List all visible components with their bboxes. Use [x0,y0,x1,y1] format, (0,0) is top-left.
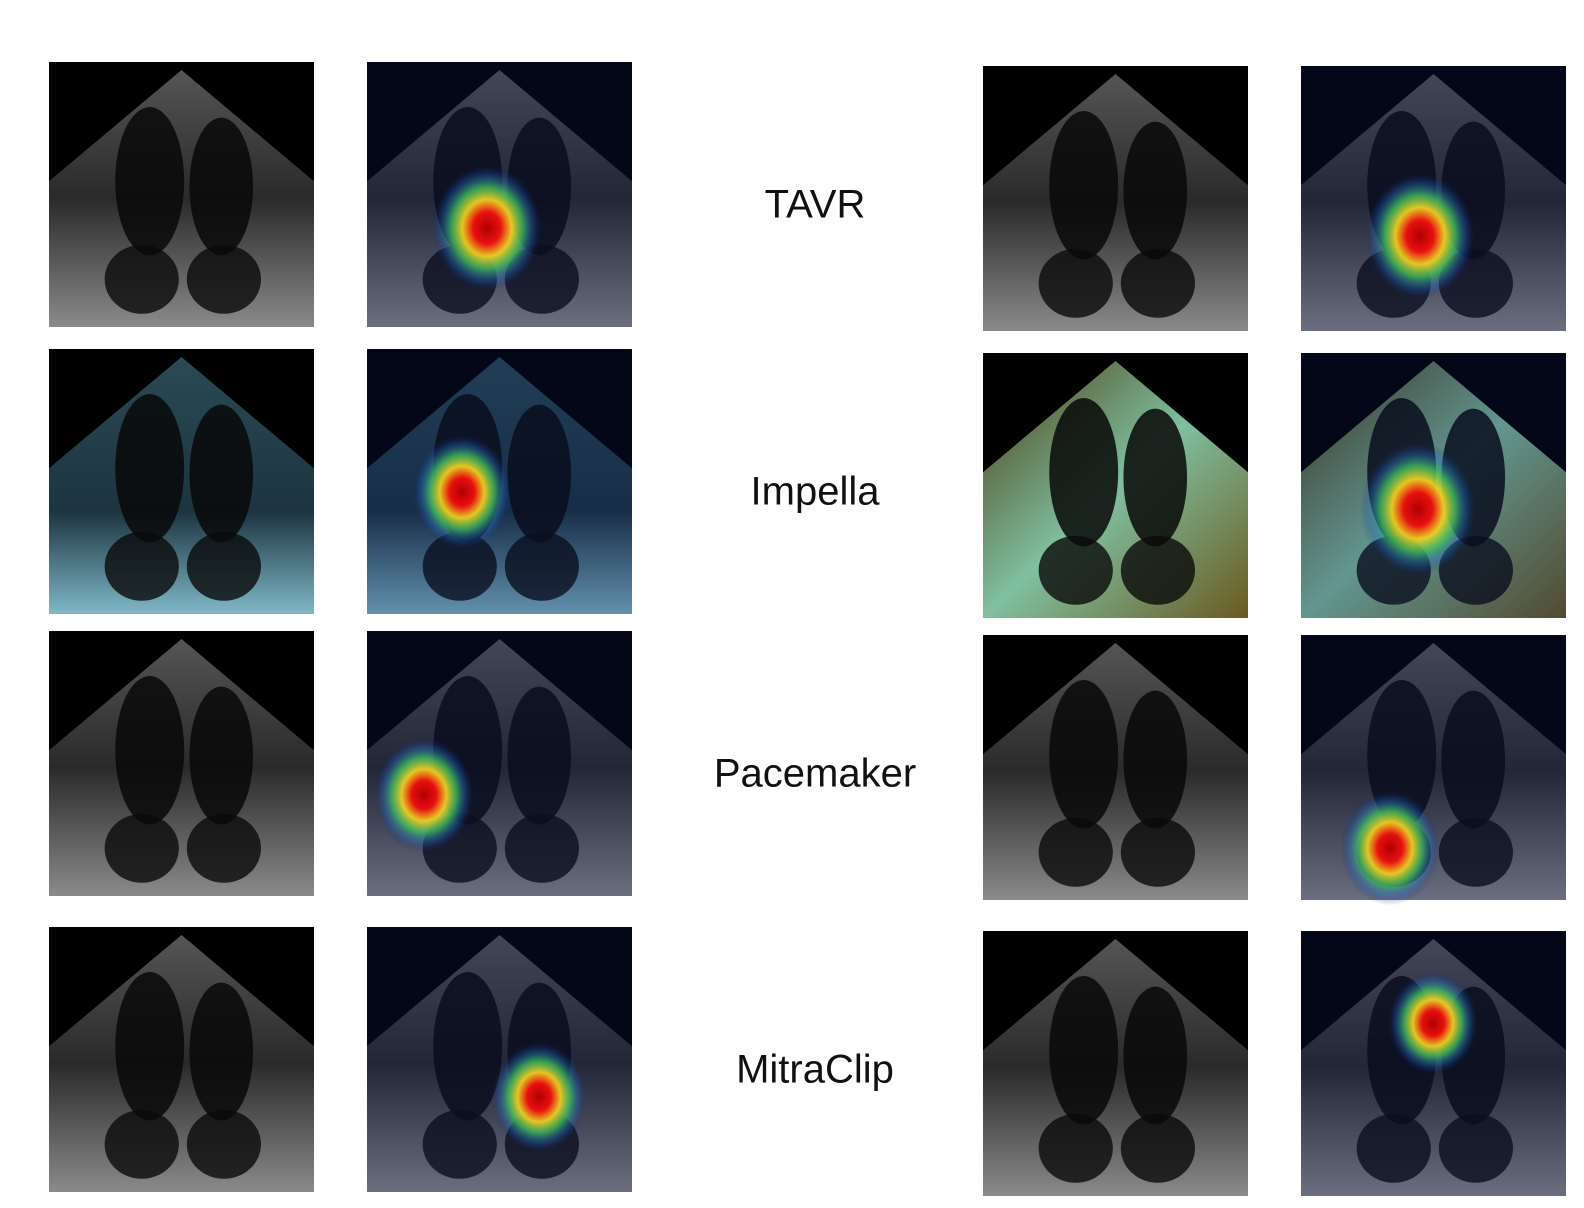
cardiac-chamber [1356,1113,1431,1183]
cardiac-chamber [422,531,497,601]
heatmap-hotspot [374,737,474,853]
cardiac-chamber [104,813,179,883]
heatmap-hotspot [1360,442,1476,576]
cardiac-chamber [1123,986,1188,1125]
row-label: MitraClip [736,1048,894,1092]
cardiac-chamber [104,1109,179,1179]
heatmap-hotspot [432,164,542,292]
cardiac-chamber [1438,817,1513,887]
cardiac-chamber [1120,535,1195,605]
cardiac-chamber [186,813,261,883]
echo-image [983,66,1248,331]
cardiac-chamber [186,244,261,314]
cardiac-chamber [1120,248,1195,318]
cardiac-chamber [1123,121,1188,260]
echo-image [1301,635,1566,906]
cardiac-chamber [507,686,572,825]
row-label: Impella [751,470,881,514]
cardiac-chamber [189,404,254,543]
heatmap-hotspot [412,434,512,550]
echo-image [367,631,632,896]
cardiac-chamber [186,531,261,601]
echo-image [49,349,314,614]
cardiac-chamber [1038,248,1113,318]
cardiac-chamber [1038,535,1113,605]
cardiac-chamber [189,686,254,825]
cardiac-chamber [115,676,185,825]
echo-image [49,631,314,896]
cardiac-chamber [1120,1113,1195,1183]
row-label: TAVR [765,183,866,227]
cardiac-chamber [115,394,185,543]
cardiac-chamber [1038,1113,1113,1183]
heatmap-tint [367,927,632,1192]
cardiac-chamber [115,972,185,1121]
cardiac-chamber [507,404,572,543]
echo-image [49,62,314,327]
echo-image [367,62,632,327]
heatmap-hotspot [1340,790,1440,906]
echo-image [1301,931,1566,1196]
cardiac-chamber [189,982,254,1121]
cardiac-chamber [422,1109,497,1179]
cardiac-chamber [104,531,179,601]
cardiac-chamber [1049,976,1119,1125]
cardiac-chamber [1123,690,1188,829]
cardiac-chamber [189,117,254,256]
cardiac-chamber [1049,680,1119,829]
echo-image [49,927,314,1192]
cardiac-chamber [1049,398,1119,547]
cardiac-chamber [1038,817,1113,887]
heatmap-hotspot [1365,172,1475,300]
cardiac-chamber [1049,111,1119,260]
heatmap-hotspot [491,1041,587,1153]
echo-image [983,635,1248,900]
echo-image [983,931,1248,1196]
cardiac-chamber [1438,1113,1513,1183]
row-label: Pacemaker [714,752,916,796]
echo-image [1301,66,1566,331]
cardiac-chamber [104,244,179,314]
echo-image [983,353,1248,618]
cardiac-chamber [504,531,579,601]
cardiac-chamber [115,107,185,256]
cardiac-chamber [1120,817,1195,887]
cardiac-chamber [1123,408,1188,547]
cardiac-chamber [433,972,503,1121]
echo-image [367,349,632,614]
cardiac-chamber [186,1109,261,1179]
heatmap-hotspot [1388,971,1478,1075]
cardiac-chamber [1441,690,1506,829]
echo-image [367,927,632,1192]
cardiac-chamber [504,813,579,883]
echo-image [1301,353,1566,618]
